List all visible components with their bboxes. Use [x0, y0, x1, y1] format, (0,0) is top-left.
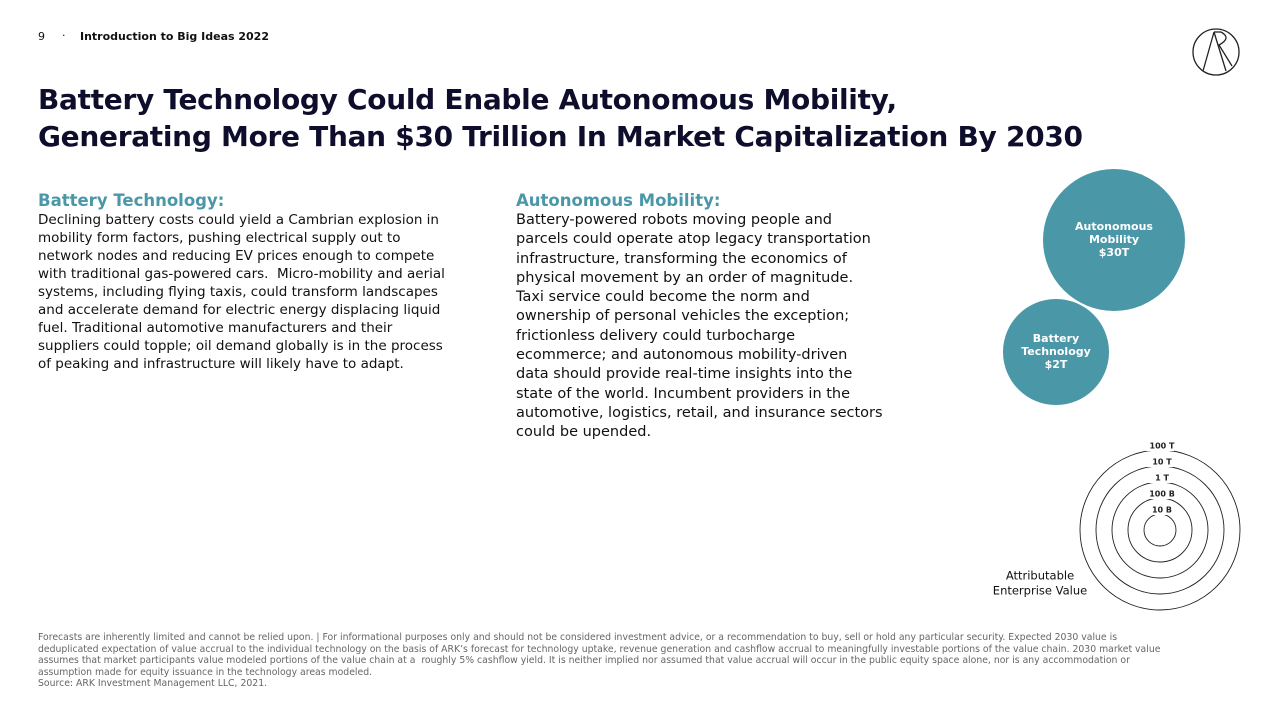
page-number: 9 — [38, 30, 45, 43]
text-line: deduplicated expectation of value accrua… — [38, 643, 1161, 655]
ring-label: 100 B — [1149, 490, 1175, 499]
bullet: · — [62, 29, 66, 42]
text-line: of peaking and infrastructure will likel… — [38, 356, 404, 372]
text-line: physical movement by an order of magnitu… — [516, 269, 854, 286]
scale-caption: Enterprise Value — [993, 584, 1087, 598]
text-line: data should provide real-time insights i… — [516, 366, 853, 383]
bubble-label: Battery — [1033, 332, 1079, 345]
text-line: fuel. Traditional automotive manufacture… — [38, 320, 393, 336]
text-line: systems, including flying taxis, could t… — [38, 284, 438, 300]
text-line: Taxi service could become the norm and — [516, 289, 810, 306]
text-line: automotive, logistics, retail, and insur… — [516, 404, 883, 421]
ring-label: 100 T — [1150, 442, 1175, 451]
section-heading: Battery Technology: — [38, 191, 225, 210]
bubble-label: $30T — [1099, 246, 1130, 259]
text-line: assumes that market participants value m… — [38, 655, 1130, 667]
text-line: mobility form factors, pushing electrica… — [38, 230, 401, 246]
text-line: Battery-powered robots moving people and — [516, 212, 832, 228]
ring-label: 10 B — [1152, 506, 1172, 515]
bubble-label: Autonomous — [1075, 220, 1153, 233]
logo — [1192, 28, 1240, 76]
section-heading: Autonomous Mobility: — [516, 191, 721, 210]
bubble-label: Technology — [1021, 345, 1091, 358]
text-line: with traditional gas-powered cars. Micro… — [38, 266, 445, 282]
ring-label: 10 T — [1152, 458, 1172, 467]
section-name: Introduction to Big Ideas 2022 — [80, 30, 269, 43]
text-line: infrastructure, transforming the economi… — [516, 250, 847, 267]
text-line: Forecasts are inherently limited and can… — [38, 632, 1118, 643]
text-line: ecommerce; and autonomous mobility-drive… — [516, 347, 848, 364]
bubble — [1003, 299, 1109, 405]
text-line: Source: ARK Investment Management LLC, 2… — [38, 678, 268, 690]
ring-label-bg — [1146, 489, 1174, 499]
bubble — [1043, 169, 1185, 311]
ring-label-bg — [1146, 473, 1174, 483]
text-line: Declining battery costs could yield a Ca… — [38, 212, 439, 228]
text-line: state of the world. Incumbent providers … — [516, 385, 851, 402]
title-line: Battery Technology Could Enable Autonomo… — [38, 83, 897, 116]
ring-label-bg — [1146, 457, 1174, 467]
scale-caption: Attributable — [1006, 569, 1074, 583]
text-line: and accelerate demand for electric energ… — [38, 302, 441, 318]
footnote: Forecasts are inherently limited and can… — [38, 632, 1160, 690]
body-text: Battery-powered robots moving people and… — [516, 211, 883, 443]
ring-label-bg — [1146, 505, 1174, 515]
body-text: Declining battery costs could yield a Ca… — [38, 211, 445, 373]
text-line: assumption made for equity issuance in t… — [38, 666, 373, 678]
ring-label: 1 T — [1155, 474, 1169, 483]
text-line: network nodes and reducing EV prices eno… — [38, 248, 435, 264]
text-line: could be upended. — [516, 424, 652, 441]
title-line: Generating More Than $30 Trillion In Mar… — [38, 120, 1083, 153]
bubble-label: $2T — [1045, 358, 1068, 371]
text-line: frictionless delivery could turbocharge — [516, 327, 796, 344]
text-line: ownership of personal vehicles the excep… — [516, 308, 850, 325]
text-line: parcels could operate atop legacy transp… — [516, 231, 871, 248]
text-line: suppliers could topple; oil demand globa… — [38, 338, 443, 354]
ring-label-bg — [1146, 441, 1174, 451]
bubble-label: Mobility — [1089, 233, 1139, 246]
